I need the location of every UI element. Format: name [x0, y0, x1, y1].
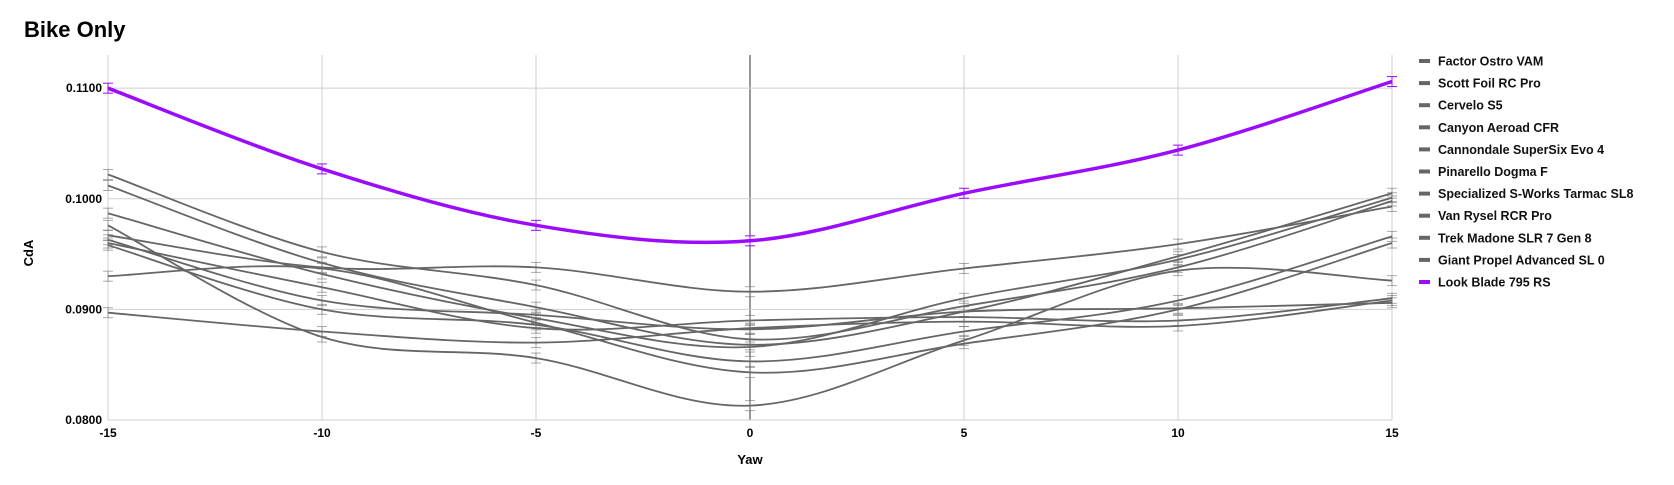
y-tick-label: 0.0900	[65, 302, 102, 316]
y-axis-label: CdA	[21, 239, 36, 266]
legend-swatch	[1419, 257, 1430, 262]
x-tick-label: -5	[531, 426, 542, 440]
legend-label: Look Blade 795 RS	[1438, 276, 1551, 290]
series-specialized-s-works-tarmac-sl8	[103, 230, 1397, 367]
series-giant-propel-advanced-sl-0	[103, 295, 1397, 349]
legend-label: Pinarello Dogma F	[1438, 165, 1548, 179]
x-axis-label: Yaw	[737, 452, 763, 467]
legend-item: Specialized S-Works Tarmac SL8	[1419, 187, 1633, 201]
x-tick-label: 10	[1171, 426, 1185, 440]
legend-swatch	[1419, 169, 1430, 174]
legend-swatch	[1419, 235, 1430, 240]
legend-label: Specialized S-Works Tarmac SL8	[1438, 187, 1633, 201]
legend-item: Factor Ostro VAM	[1419, 55, 1543, 69]
chart-title: Bike Only	[24, 17, 126, 42]
series-line	[107, 235, 1393, 363]
legend-item: Pinarello Dogma F	[1419, 165, 1548, 179]
y-tick-label: 0.0800	[65, 413, 102, 427]
legend-item: Van Rysel RCR Pro	[1419, 209, 1552, 223]
series-lines	[103, 76, 1397, 412]
legend-label: Van Rysel RCR Pro	[1438, 209, 1552, 223]
legend-label: Scott Foil RC Pro	[1438, 77, 1541, 91]
legend-swatch	[1419, 213, 1430, 218]
series-cervelo-s5	[103, 192, 1397, 353]
legend: Factor Ostro VAM Scott Foil RC Pro Cervelo…	[1419, 55, 1633, 290]
legend-item: Cannondale SuperSix Evo 4	[1419, 143, 1604, 157]
legend-swatch	[1419, 280, 1430, 284]
x-tick-label: 15	[1385, 426, 1399, 440]
legend-item: Giant Propel Advanced SL 0	[1419, 253, 1605, 267]
legend-label: Factor Ostro VAM	[1438, 55, 1543, 69]
y-tick-label: 0.1100	[66, 81, 102, 95]
legend-swatch	[1419, 191, 1430, 196]
x-tick-label: -15	[99, 426, 117, 440]
legend-label: Giant Propel Advanced SL 0	[1438, 253, 1605, 267]
legend-label: Cervelo S5	[1438, 99, 1503, 113]
legend-item: Trek Madone SLR 7 Gen 8	[1419, 231, 1592, 245]
series-line	[107, 79, 1393, 245]
legend-label: Trek Madone SLR 7 Gen 8	[1438, 231, 1592, 245]
legend-item: Scott Foil RC Pro	[1419, 77, 1541, 91]
series-line	[107, 242, 1393, 374]
legend-swatch	[1419, 81, 1430, 86]
legend-swatch	[1419, 59, 1430, 63]
legend-swatch	[1419, 147, 1430, 152]
axes: -15 -10 -5 0 5 10 15 0.0800 0.0900 0.1000 0.1100	[65, 81, 1399, 440]
legend-swatch	[1419, 103, 1430, 108]
x-tick-label: -10	[313, 426, 331, 440]
legend-label: Canyon Aeroad CFR	[1438, 121, 1559, 135]
legend-label: Cannondale SuperSix Evo 4	[1438, 143, 1604, 157]
y-tick-label: 0.1000	[65, 192, 102, 206]
legend-item: Look Blade 795 RS	[1419, 276, 1551, 290]
legend-item: Canyon Aeroad CFR	[1419, 121, 1559, 135]
legend-swatch	[1419, 125, 1430, 130]
x-tick-label: 5	[961, 426, 968, 440]
series-look-blade-795-rs	[103, 76, 1397, 247]
series-line	[107, 299, 1393, 344]
series-line	[107, 196, 1393, 349]
x-tick-label: 0	[747, 426, 754, 440]
legend-item: Cervelo S5	[1419, 99, 1503, 113]
